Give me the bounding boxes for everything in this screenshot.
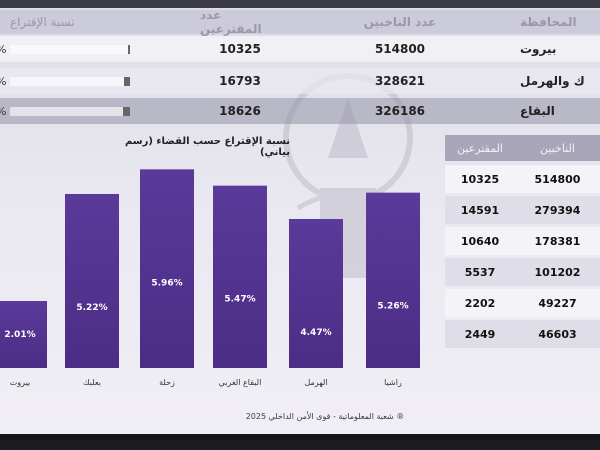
dashboard-screen: المحافظة عدد الناخبين عدد المقترعين نسبة…	[0, 0, 600, 440]
turnout-percent-text: %	[0, 43, 8, 56]
header-governorate: المحافظة	[520, 15, 577, 29]
bar-value-label: 2.01%	[4, 330, 35, 340]
table-row: 2202 49227	[445, 289, 600, 317]
table-row: 10640 178381	[445, 227, 600, 255]
footer-copyright: ® شعبة المعلوماتية - قوى الأمن الداخلي 2…	[245, 412, 405, 421]
turnout-bar-track	[10, 77, 130, 86]
category-label: الهرمل	[304, 378, 327, 387]
cell-voters: 514800	[534, 172, 581, 186]
cell-registered: 10325	[460, 172, 500, 186]
bar-2	[140, 169, 194, 368]
monitor-bezel-top	[0, 0, 600, 8]
bar-value-label: 5.22%	[76, 303, 107, 313]
cell-voters: 178381	[534, 234, 581, 248]
row-governorate: البقاع	[520, 104, 555, 118]
cell-registered: 10640	[460, 234, 500, 248]
table-row: 5537 101202	[445, 258, 600, 286]
header-voters: عدد الناخبين	[363, 15, 437, 29]
bar-value-label: 5.26%	[377, 302, 408, 312]
table-row: البقاع 326186 18626 %	[0, 98, 600, 124]
cell-voters: 46603	[538, 327, 577, 341]
monitor-bezel-bottom	[0, 434, 600, 440]
category-label: راشيا	[384, 378, 402, 387]
row-registered: 18626	[219, 104, 261, 118]
cell-registered: 14591	[460, 203, 500, 217]
turnout-bar-fill	[123, 107, 130, 116]
bar-1	[65, 194, 119, 368]
row-voters: 326186	[374, 104, 426, 118]
turnout-percent-text: %	[0, 75, 8, 88]
cell-registered: 5537	[464, 265, 496, 279]
row-registered: 10325	[219, 42, 261, 56]
cell-voters: 101202	[534, 265, 581, 279]
row-turnout: %	[0, 68, 140, 94]
row-voters: 514800	[374, 42, 426, 56]
bar-5	[366, 192, 420, 368]
row-turnout: %	[0, 98, 140, 124]
header-turnout: نسبة الإقتراع	[10, 15, 75, 29]
category-label: زحلة	[159, 378, 175, 387]
header-voters: الناخبين	[540, 141, 575, 155]
row-turnout: %	[0, 36, 140, 62]
district-table-header: المقترعين الناخبين	[445, 135, 600, 161]
turnout-percent-text: %	[0, 105, 8, 118]
category-label: البقاع الغربي	[219, 378, 262, 387]
turnout-bar-track	[10, 45, 130, 54]
category-label: بعلبك	[83, 378, 101, 387]
turnout-bar-track	[10, 107, 130, 116]
header-registered: عدد المقترعين	[200, 8, 262, 36]
bar-value-label: 5.47%	[224, 295, 255, 305]
row-registered: 16793	[219, 74, 261, 88]
cell-voters: 49227	[538, 296, 577, 310]
bar-value-label: 4.47%	[300, 328, 331, 338]
cell-registered: 2202	[464, 296, 496, 310]
table-row: ك والهرمل 328621 16793 %	[0, 68, 600, 94]
bar-3	[213, 185, 267, 368]
table-row: 14591 279394	[445, 196, 600, 224]
bar-0	[0, 301, 47, 368]
cell-registered: 2449	[464, 327, 496, 341]
row-voters: 328621	[374, 74, 426, 88]
header-registered: المقترعين	[457, 141, 503, 155]
row-governorate: ك والهرمل	[520, 74, 585, 88]
turnout-bar-fill	[127, 45, 130, 54]
cell-voters: 279394	[534, 203, 581, 217]
bar-value-label: 5.96%	[151, 278, 182, 288]
table-row: 10325 514800	[445, 165, 600, 193]
table-row: بيروت 514800 10325 %	[0, 36, 600, 62]
turnout-bar-fill	[124, 77, 130, 86]
chart-title: نسبة الإقتراع حسب القضاء (رسم بياني)	[124, 136, 290, 158]
category-label: بيروت	[10, 378, 30, 387]
row-governorate: بيروت	[520, 42, 557, 56]
table-row: 2449 46603	[445, 320, 600, 348]
turnout-bar-chart: 2.01% بيروت 5.22% بعلبك 5.96% زحلة 5.47% البقاع…	[0, 169, 420, 387]
bar-4	[289, 219, 343, 368]
governorate-table-header: المحافظة عدد الناخبين عدد المقترعين نسبة…	[0, 8, 600, 36]
